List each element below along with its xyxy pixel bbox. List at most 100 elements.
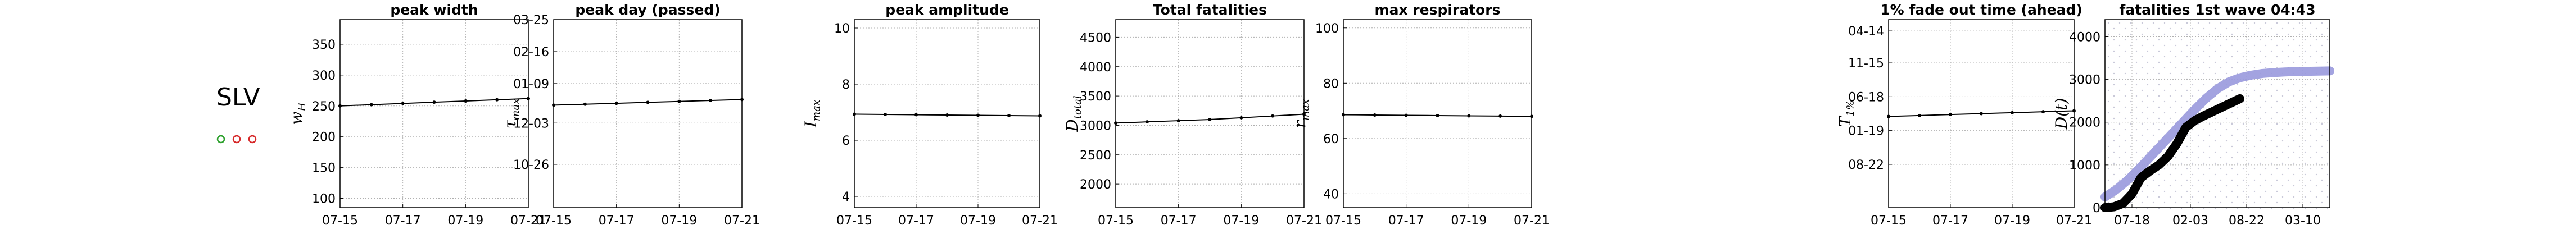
background-dot	[2152, 56, 2154, 58]
background-dot	[2107, 89, 2109, 91]
background-dot	[2231, 201, 2233, 204]
background-dot	[2152, 134, 2154, 136]
background-dot	[2259, 151, 2261, 153]
background-dot	[2147, 129, 2149, 131]
data-point	[464, 99, 468, 103]
background-dot	[2248, 117, 2250, 120]
background-dot	[2276, 201, 2278, 204]
xtick-label: 03-10	[2285, 214, 2321, 228]
background-dot	[2135, 129, 2138, 131]
ytick-label: 40	[1323, 187, 1339, 201]
ytick-label: 4000	[2069, 30, 2100, 44]
background-dot	[2253, 112, 2256, 114]
background-dot	[2242, 44, 2244, 47]
background-dot	[2326, 129, 2329, 131]
background-dot	[2276, 168, 2278, 170]
background-dot	[2208, 168, 2211, 170]
background-dot	[2135, 95, 2138, 97]
background-dot	[2107, 123, 2109, 125]
ytick-label: 200	[312, 131, 336, 145]
background-dot	[2192, 140, 2194, 142]
background-dot	[2192, 27, 2194, 30]
background-dot	[2158, 173, 2160, 176]
background-dot	[2310, 44, 2312, 47]
background-dot	[2113, 140, 2115, 142]
observed-series	[2100, 94, 2244, 212]
background-dot	[2124, 117, 2126, 120]
background-dot	[2253, 168, 2256, 170]
background-dot	[2315, 106, 2317, 108]
data-point	[614, 102, 618, 105]
background-dot	[2141, 190, 2143, 192]
background-dot	[2326, 196, 2329, 198]
background-dot	[2253, 33, 2256, 35]
background-dot	[2141, 145, 2143, 148]
xtick-label: 07-21	[1514, 214, 1550, 228]
background-dot	[2113, 84, 2115, 86]
background-dot	[2124, 72, 2126, 75]
background-dot	[2276, 100, 2278, 103]
background-dot	[2192, 173, 2194, 176]
background-dot	[2315, 196, 2317, 198]
background-dot	[2197, 190, 2199, 192]
background-dot	[2124, 129, 2126, 131]
background-dot	[2107, 100, 2109, 103]
background-dot	[2135, 196, 2138, 198]
background-dot	[2265, 179, 2267, 181]
background-dot	[2197, 134, 2199, 136]
background-dot	[2192, 39, 2194, 41]
background-dot	[2225, 117, 2228, 120]
background-dot	[2242, 179, 2244, 181]
background-dot	[2180, 196, 2183, 198]
background-dot	[2315, 151, 2317, 153]
background-dot	[2214, 27, 2216, 30]
background-dot	[2287, 201, 2289, 204]
background-dot	[2169, 196, 2171, 198]
background-dot	[2248, 61, 2250, 63]
background-dot	[2259, 95, 2261, 97]
background-dot	[2214, 50, 2216, 52]
background-dot	[2208, 157, 2211, 159]
background-dot	[2197, 145, 2199, 148]
background-dot	[2180, 50, 2183, 52]
background-dot	[2192, 162, 2194, 164]
background-dot	[2158, 185, 2160, 187]
ytick-label: 4	[842, 190, 850, 204]
background-dot	[2248, 151, 2250, 153]
background-dot	[2169, 106, 2171, 108]
background-dot	[2147, 72, 2149, 75]
background-dot	[2186, 22, 2188, 24]
background-dot	[2214, 140, 2216, 142]
data-point	[1271, 114, 1275, 118]
background-dot	[2281, 140, 2284, 142]
chart-title: max respirators	[1375, 2, 1501, 18]
background-dot	[2197, 22, 2199, 24]
background-dot	[2130, 44, 2132, 47]
background-dot	[2175, 100, 2177, 103]
background-dot	[2203, 50, 2205, 52]
background-dot	[2147, 50, 2149, 52]
background-dot	[2220, 179, 2222, 181]
background-dot	[2113, 117, 2115, 120]
background-dot	[2163, 44, 2166, 47]
xtick-label: 07-19	[1451, 214, 1487, 228]
background-dot	[2135, 39, 2138, 41]
background-dot	[2276, 145, 2278, 148]
data-point	[401, 102, 405, 105]
ytick-label: 80	[1323, 77, 1339, 91]
background-dot	[2326, 84, 2329, 86]
background-dot	[2310, 112, 2312, 114]
background-dot	[2214, 61, 2216, 63]
ylabel: wH	[287, 102, 308, 125]
background-dot	[2169, 50, 2171, 52]
background-dot	[2248, 84, 2250, 86]
ytick-label: 02-16	[513, 45, 549, 59]
background-dot	[2242, 201, 2244, 204]
background-dot	[2163, 190, 2166, 192]
background-dot	[2192, 61, 2194, 63]
background-dot	[2158, 72, 2160, 75]
background-dot	[2203, 72, 2205, 75]
background-dot	[2253, 190, 2256, 192]
background-dot	[2163, 56, 2166, 58]
background-dot	[2326, 95, 2329, 97]
